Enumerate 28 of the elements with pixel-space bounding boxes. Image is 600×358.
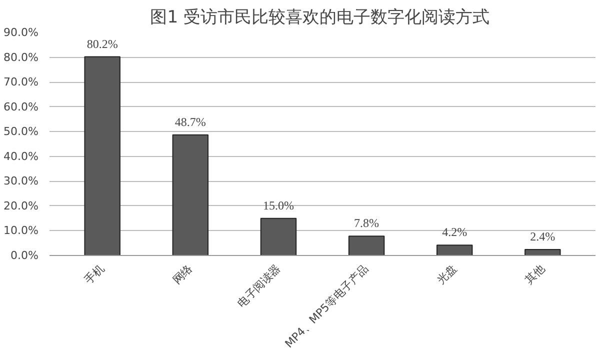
bar <box>84 56 120 256</box>
y-tick-label: 90.0% <box>4 26 39 39</box>
y-tick-label: 70.0% <box>4 76 39 89</box>
x-tick-label: 手机 <box>82 262 107 287</box>
y-tick-label: 0.0% <box>10 249 39 262</box>
data-label: 15.0% <box>262 198 294 212</box>
y-tick-label: 50.0% <box>4 125 39 138</box>
data-label: 7.8% <box>354 216 380 230</box>
bar <box>260 218 297 256</box>
y-tick-label: 20.0% <box>4 199 39 212</box>
bar <box>172 134 209 256</box>
bar <box>436 244 473 256</box>
data-label: 80.2% <box>86 36 118 51</box>
x-tick-label: 光盘 <box>434 262 460 287</box>
data-label: 4.2% <box>442 225 468 240</box>
bar <box>524 249 561 256</box>
y-tick-label: 60.0% <box>4 100 39 114</box>
y-tick-label: 10.0% <box>4 224 39 238</box>
x-tick-label: 其他 <box>522 262 548 287</box>
data-label: 2.4% <box>530 230 556 244</box>
y-tick-label: 40.0% <box>4 150 39 163</box>
data-label: 48.7% <box>174 114 206 129</box>
bar <box>348 236 385 256</box>
y-tick-label: 80.0% <box>4 50 39 64</box>
x-tick-label: 网络 <box>170 262 195 287</box>
y-tick-label: 30.0% <box>4 174 39 188</box>
chart-title: 图1 受访市民比较喜欢的电子数字化阅读方式 <box>150 8 490 28</box>
x-tick-label: 电子阅读器 <box>234 262 284 310</box>
